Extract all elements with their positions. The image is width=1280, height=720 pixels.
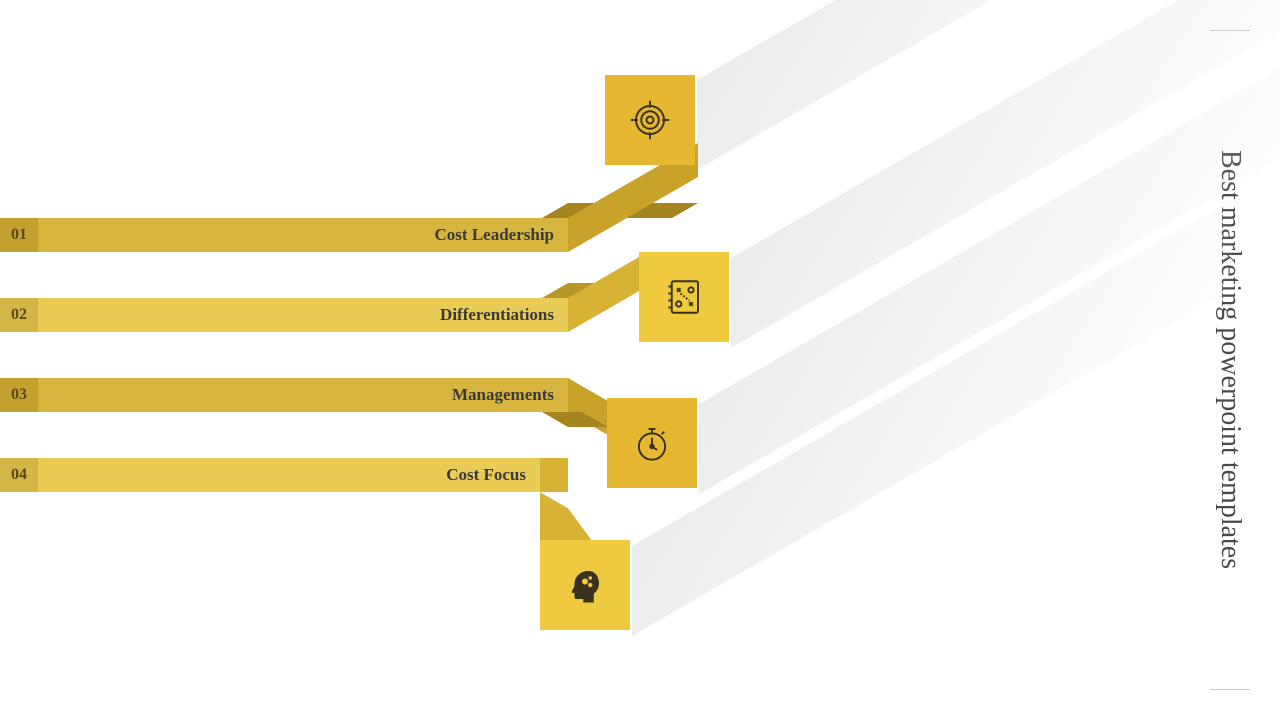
number-3: 03 <box>11 386 27 404</box>
number-1: 01 <box>11 226 27 244</box>
bar-body-3: Managements <box>38 378 568 412</box>
head-gear-icon <box>564 564 606 606</box>
cube-4 <box>540 540 630 630</box>
cube-1 <box>605 75 695 165</box>
bar-label-3: Managements <box>452 385 554 405</box>
stopwatch-icon <box>631 422 673 464</box>
bar-row-4: 04 Cost Focus <box>0 458 540 492</box>
number-box-2: 02 <box>0 298 38 332</box>
number-box-4: 04 <box>0 458 38 492</box>
number-2: 02 <box>11 306 27 324</box>
strategy-icon <box>663 276 705 318</box>
bar-label-1: Cost Leadership <box>435 225 554 245</box>
number-4: 04 <box>11 466 27 484</box>
cube-2 <box>639 252 729 342</box>
bar-body-2: Differentiations <box>38 298 568 332</box>
bar-label-2: Differentiations <box>440 305 554 325</box>
target-icon <box>629 99 671 141</box>
bar-row-1: 01 Cost Leadership <box>0 218 568 252</box>
bar-row-2: 02 Differentiations <box>0 298 568 332</box>
bar-label-4: Cost Focus <box>446 465 526 485</box>
bar-body-1: Cost Leadership <box>38 218 568 252</box>
cube-3 <box>607 398 697 488</box>
bar-row-3: 03 Managements <box>0 378 568 412</box>
number-box-3: 03 <box>0 378 38 412</box>
number-box-1: 01 <box>0 218 38 252</box>
bar-body-4: Cost Focus <box>38 458 540 492</box>
